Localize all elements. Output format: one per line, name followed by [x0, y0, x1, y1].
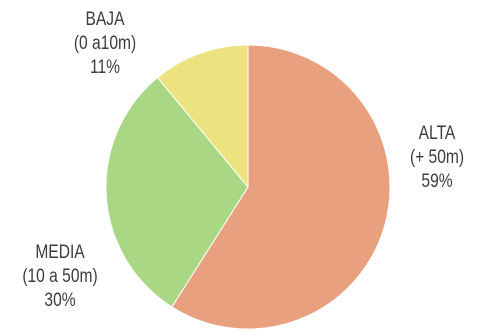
slice-category-media: MEDIA: [35, 242, 85, 263]
slice-range-media: (10 a 50m): [22, 266, 98, 287]
pie-slice-media: [105, 76, 249, 308]
slice-range-baja: (0 a10m): [73, 33, 137, 54]
slice-label-alta: ALTA (+ 50m) 59%: [392, 122, 482, 194]
slice-percent-media: 30%: [44, 290, 76, 311]
slice-range-alta: (+ 50m): [409, 147, 465, 168]
slice-percent-alta: 59%: [421, 171, 453, 192]
slice-label-baja: BAJA (0 a10m) 11%: [60, 8, 150, 80]
pie-slice-alta: [171, 44, 391, 330]
slice-category-alta: ALTA: [418, 123, 456, 144]
slice-category-baja: BAJA: [85, 9, 125, 30]
slice-label-media: MEDIA (10 a 50m) 30%: [11, 241, 109, 313]
pie-slice-baja: [156, 44, 249, 189]
slice-percent-baja: 11%: [89, 57, 121, 78]
